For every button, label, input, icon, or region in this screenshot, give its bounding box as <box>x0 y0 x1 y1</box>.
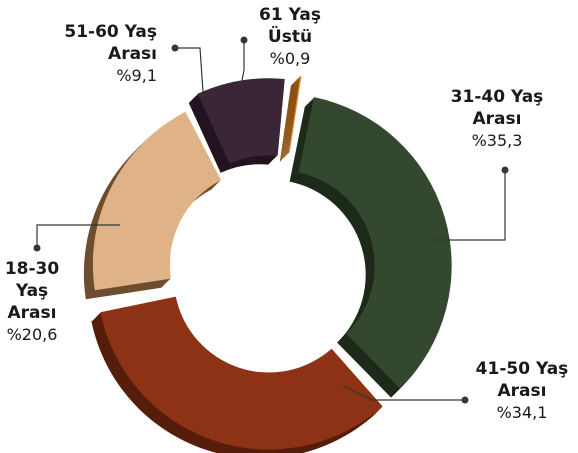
slice-1-label-line-2: Arası <box>473 109 522 129</box>
slice-3 <box>92 111 222 291</box>
leader-line-1 <box>432 170 506 241</box>
leader-dot-1 <box>501 166 509 174</box>
slices-group <box>83 76 452 453</box>
leader-line-2 <box>342 385 465 401</box>
slice-5-label-line-2: Üstü <box>268 25 312 47</box>
slice-2-label-line-1: 41-50 Yaş <box>476 359 569 379</box>
leader-line-4 <box>175 47 204 93</box>
leader-dot-3 <box>33 244 41 252</box>
leader-line-5 <box>240 40 245 87</box>
slice-3-label-line-1: 18-30 <box>5 259 60 279</box>
slice-5-depth <box>279 77 301 162</box>
slice-5-value-label: %0,9 <box>270 49 311 68</box>
leader-dot-4 <box>171 44 179 52</box>
slice-4 <box>197 78 285 164</box>
slice-1 <box>298 97 452 389</box>
slice-4-label-line-2: Arası <box>108 44 157 64</box>
slice-3-value-label: %20,6 <box>7 325 58 344</box>
slice-5-label-line-1: 61 Yaş <box>259 5 321 25</box>
slice-3-label-line-2: Yaş <box>15 281 48 301</box>
slice-3-label-line-3: Arası <box>8 303 57 323</box>
slice-2-value-label: %34,1 <box>497 403 548 422</box>
slice-4-value-label: %9,1 <box>116 66 157 85</box>
slice-5 <box>288 76 302 153</box>
slice-2-label-line-2: Arası <box>498 381 547 401</box>
leader-dot-5 <box>240 36 248 44</box>
leader-dot-2 <box>461 396 469 404</box>
slice-2 <box>100 296 383 450</box>
leader-line-3 <box>36 224 120 248</box>
slice-1-value-label: %35,3 <box>472 131 523 150</box>
slice-4-label-line-1: 51-60 Yaş <box>64 22 157 42</box>
leader-lines-group <box>33 36 509 404</box>
slice-1-label-line-1: 31-40 Yaş <box>451 87 544 107</box>
